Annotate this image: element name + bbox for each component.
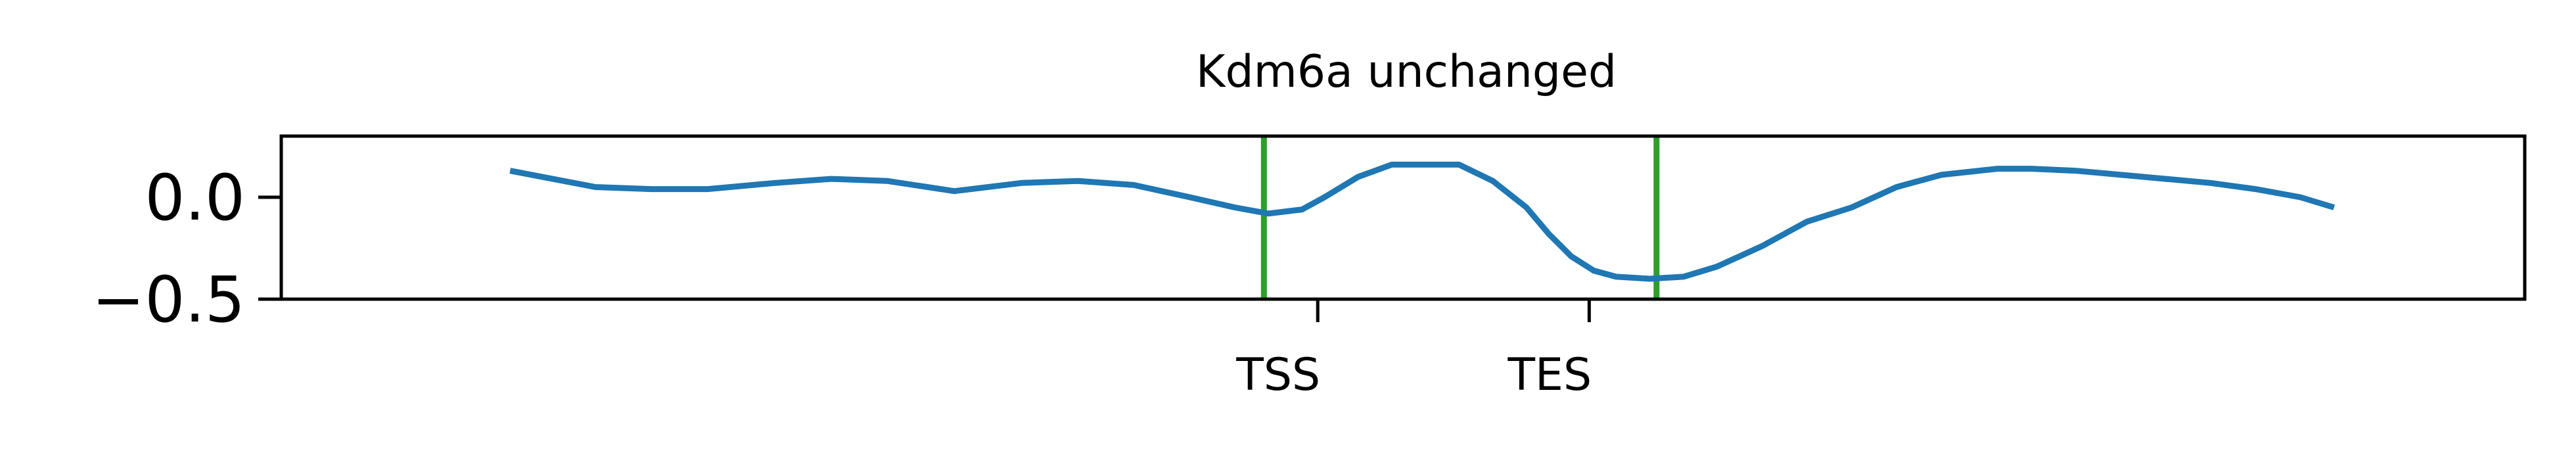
- x-tick-label-0: TSS: [1235, 349, 1320, 401]
- series-layer: [509, 161, 2335, 282]
- y-tick-label-1: −0.5: [92, 263, 245, 337]
- x-tick-label-1: TES: [1507, 349, 1592, 401]
- x-axis: TSS TES: [1235, 299, 1592, 401]
- series-line-0: [509, 161, 2335, 282]
- chart-title: Kdm6a unchanged: [1196, 46, 1617, 98]
- vertical-markers: [1260, 136, 1660, 299]
- y-tick-label-0: 0.0: [145, 161, 245, 235]
- y-axis: 0.0 −0.5: [92, 161, 281, 337]
- plot-area-frame: [279, 134, 2527, 301]
